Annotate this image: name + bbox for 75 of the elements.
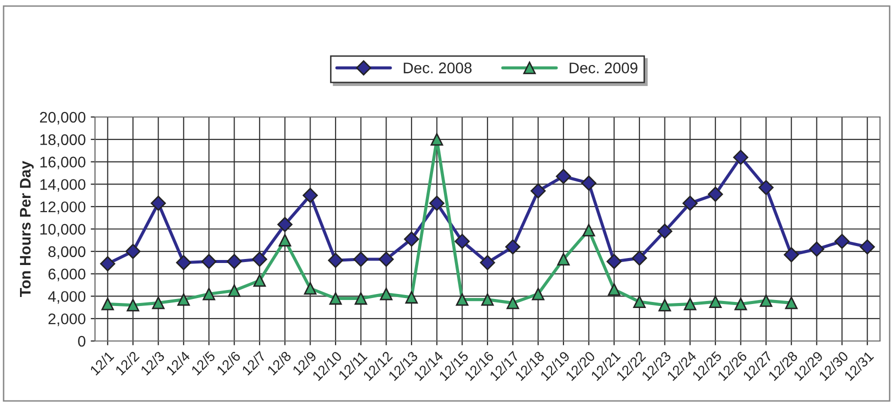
point: [378, 252, 394, 267]
point: [304, 282, 316, 295]
point: [581, 176, 596, 191]
point: [302, 188, 318, 203]
point: [429, 196, 444, 211]
point: [228, 284, 241, 297]
point: [505, 239, 520, 254]
point: [657, 224, 672, 239]
point: [860, 239, 875, 254]
y-tick-label: 14,000: [40, 179, 86, 192]
y-tick-label: 18,000: [40, 134, 86, 147]
point: [606, 254, 622, 270]
point: [532, 288, 544, 300]
point: [177, 293, 190, 306]
point: [201, 254, 217, 270]
point: [252, 252, 268, 267]
point: [226, 254, 242, 270]
point: [405, 291, 418, 304]
point: [582, 224, 596, 236]
point: [152, 296, 165, 310]
y-tick-label: 6,000: [48, 268, 86, 282]
point: [834, 234, 850, 249]
point: [760, 294, 772, 307]
y-tick-label: 12,000: [40, 201, 86, 214]
point: [329, 292, 342, 305]
point: [633, 296, 646, 308]
point: [354, 292, 368, 305]
point: [126, 298, 140, 312]
point: [101, 298, 114, 310]
point: [658, 298, 672, 312]
point: [632, 250, 648, 266]
legend-label: Dec. 2008: [404, 62, 472, 74]
y-tick-label: 8,000: [48, 246, 86, 259]
point: [380, 288, 392, 300]
point: [150, 196, 166, 211]
point: [404, 232, 420, 247]
point: [328, 252, 344, 268]
point: [481, 293, 494, 306]
point: [784, 247, 799, 262]
point: [278, 234, 292, 246]
point: [608, 283, 620, 296]
point: [480, 255, 496, 270]
point: [125, 244, 141, 259]
point: [456, 293, 468, 306]
point: [734, 298, 747, 310]
point: [530, 183, 546, 198]
point: [758, 180, 774, 196]
y-tick-label: 4,000: [48, 291, 86, 304]
point: [100, 256, 116, 272]
point: [506, 296, 520, 310]
y-tick-label: 20,000: [40, 112, 86, 124]
point: [785, 296, 798, 310]
point: [557, 252, 570, 266]
point: [709, 296, 722, 308]
x-tick-label: 12/3: [140, 350, 166, 376]
y-axis-title: Ton Hours Per Day: [20, 160, 34, 298]
point: [556, 168, 572, 184]
y-tick-label: 2,000: [48, 313, 86, 326]
point: [809, 242, 824, 257]
point: [708, 186, 723, 202]
point: [682, 196, 698, 211]
point: [454, 234, 470, 249]
point: [733, 150, 748, 165]
legend-label: Dec. 2009: [570, 62, 638, 74]
point: [202, 288, 216, 300]
y-tick-label: 0: [78, 336, 86, 347]
point: [176, 255, 192, 270]
y-tick-label: 10,000: [40, 224, 86, 236]
point: [353, 252, 368, 267]
y-tick-label: 16,000: [40, 156, 86, 170]
point: [430, 133, 444, 146]
x-tick-label: 12/1: [89, 350, 114, 376]
point: [684, 298, 696, 310]
point: [253, 274, 266, 287]
point: [277, 216, 292, 232]
